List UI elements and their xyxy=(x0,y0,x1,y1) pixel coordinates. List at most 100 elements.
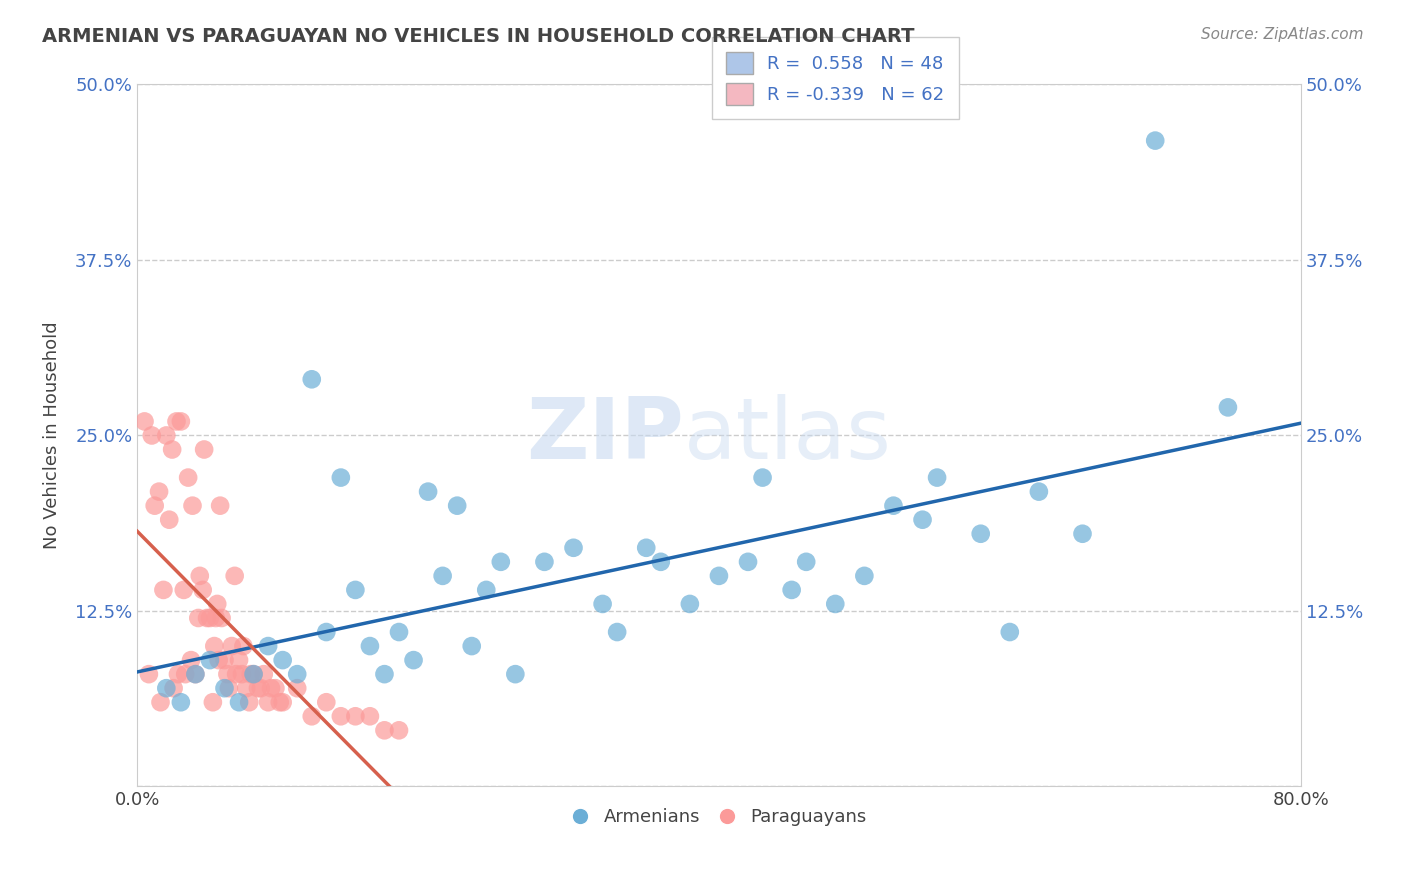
Point xyxy=(208,653,231,667)
Point xyxy=(285,681,308,696)
Point xyxy=(489,555,512,569)
Point xyxy=(794,555,817,569)
Point xyxy=(388,625,411,640)
Y-axis label: No Vehicles in Household: No Vehicles in Household xyxy=(44,322,60,549)
Point xyxy=(201,695,224,709)
Point xyxy=(155,681,177,696)
Point xyxy=(446,499,468,513)
Point xyxy=(592,597,614,611)
Point xyxy=(257,639,280,653)
Point xyxy=(177,470,200,484)
Point xyxy=(344,582,367,597)
Point xyxy=(218,681,240,696)
Point xyxy=(211,611,233,625)
Point xyxy=(824,597,846,611)
Point xyxy=(143,499,166,513)
Point xyxy=(134,414,156,428)
Point xyxy=(650,555,672,569)
Point xyxy=(214,653,236,667)
Point xyxy=(271,653,294,667)
Text: ARMENIAN VS PARAGUAYAN NO VEHICLES IN HOUSEHOLD CORRELATION CHART: ARMENIAN VS PARAGUAYAN NO VEHICLES IN HO… xyxy=(42,27,915,45)
Point xyxy=(214,681,236,696)
Point xyxy=(402,653,425,667)
Point xyxy=(562,541,585,555)
Point xyxy=(207,597,229,611)
Point xyxy=(344,709,367,723)
Point xyxy=(198,611,221,625)
Point xyxy=(461,639,484,653)
Point xyxy=(238,695,260,709)
Point xyxy=(882,499,904,513)
Point xyxy=(264,681,287,696)
Point xyxy=(1144,134,1167,148)
Point xyxy=(181,499,204,513)
Point xyxy=(242,667,264,681)
Point xyxy=(751,470,773,484)
Point xyxy=(191,582,214,597)
Point xyxy=(231,667,253,681)
Point xyxy=(228,653,250,667)
Point xyxy=(141,428,163,442)
Point xyxy=(533,555,555,569)
Point xyxy=(157,513,180,527)
Point xyxy=(271,695,294,709)
Point xyxy=(160,442,183,457)
Point xyxy=(606,625,628,640)
Point xyxy=(193,442,215,457)
Point xyxy=(232,639,254,653)
Point xyxy=(301,372,323,386)
Point xyxy=(224,569,246,583)
Point xyxy=(505,667,527,681)
Point xyxy=(1071,526,1094,541)
Point xyxy=(1028,484,1050,499)
Point xyxy=(166,414,188,428)
Point xyxy=(329,709,352,723)
Point xyxy=(737,555,759,569)
Point xyxy=(373,723,395,738)
Point xyxy=(475,582,498,597)
Point xyxy=(209,499,232,513)
Point xyxy=(173,582,195,597)
Point xyxy=(925,470,948,484)
Point xyxy=(373,667,395,681)
Point xyxy=(253,667,276,681)
Point xyxy=(998,625,1021,640)
Point xyxy=(359,709,381,723)
Point xyxy=(970,526,993,541)
Text: atlas: atlas xyxy=(685,394,891,477)
Text: ZIP: ZIP xyxy=(526,394,685,477)
Text: Source: ZipAtlas.com: Source: ZipAtlas.com xyxy=(1201,27,1364,42)
Point xyxy=(187,611,209,625)
Point xyxy=(198,653,221,667)
Point xyxy=(184,667,207,681)
Point xyxy=(853,569,876,583)
Point xyxy=(148,484,170,499)
Point xyxy=(228,695,250,709)
Point xyxy=(911,513,934,527)
Point xyxy=(250,681,273,696)
Point xyxy=(174,667,197,681)
Point xyxy=(260,681,283,696)
Point xyxy=(170,414,193,428)
Point xyxy=(432,569,454,583)
Point xyxy=(315,625,337,640)
Point xyxy=(679,597,702,611)
Point xyxy=(329,470,352,484)
Point xyxy=(1216,401,1239,415)
Point xyxy=(167,667,190,681)
Point xyxy=(235,681,257,696)
Point xyxy=(707,569,730,583)
Point xyxy=(221,639,243,653)
Point xyxy=(269,695,291,709)
Point xyxy=(149,695,172,709)
Point xyxy=(162,681,184,696)
Point xyxy=(416,484,439,499)
Point xyxy=(239,667,262,681)
Point xyxy=(780,582,803,597)
Point xyxy=(301,709,323,723)
Point xyxy=(155,428,177,442)
Point xyxy=(388,723,411,738)
Point xyxy=(180,653,202,667)
Point xyxy=(246,681,269,696)
Point xyxy=(242,667,264,681)
